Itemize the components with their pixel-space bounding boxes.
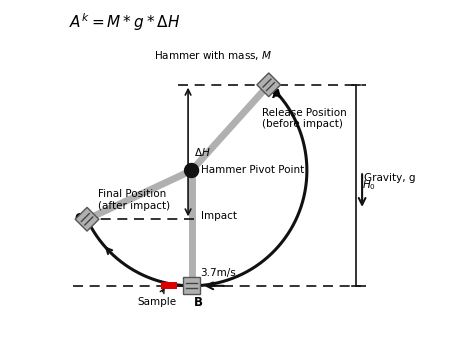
- Text: Sample: Sample: [137, 289, 176, 307]
- Text: $A^k = M * g * \Delta H$: $A^k = M * g * \Delta H$: [69, 11, 181, 33]
- Polygon shape: [183, 278, 200, 294]
- Text: B: B: [194, 296, 203, 309]
- Text: Impact: Impact: [201, 211, 237, 221]
- Text: Release Position
(before impact): Release Position (before impact): [262, 108, 346, 129]
- Text: A: A: [272, 88, 282, 101]
- Polygon shape: [257, 73, 281, 97]
- Text: Gravity, g: Gravity, g: [364, 173, 415, 183]
- Circle shape: [184, 164, 199, 178]
- Bar: [161, 282, 176, 289]
- Text: 3.7m/s: 3.7m/s: [201, 268, 236, 278]
- Text: C: C: [75, 212, 83, 225]
- Text: Hammer Pivot Point: Hammer Pivot Point: [201, 165, 305, 175]
- Text: Hammer with mass, $M$: Hammer with mass, $M$: [154, 49, 272, 62]
- Text: $H_0$: $H_0$: [362, 179, 376, 192]
- Text: Final Position
(after impact): Final Position (after impact): [98, 189, 170, 211]
- Text: $\Delta H$: $\Delta H$: [194, 146, 211, 158]
- Polygon shape: [75, 207, 99, 231]
